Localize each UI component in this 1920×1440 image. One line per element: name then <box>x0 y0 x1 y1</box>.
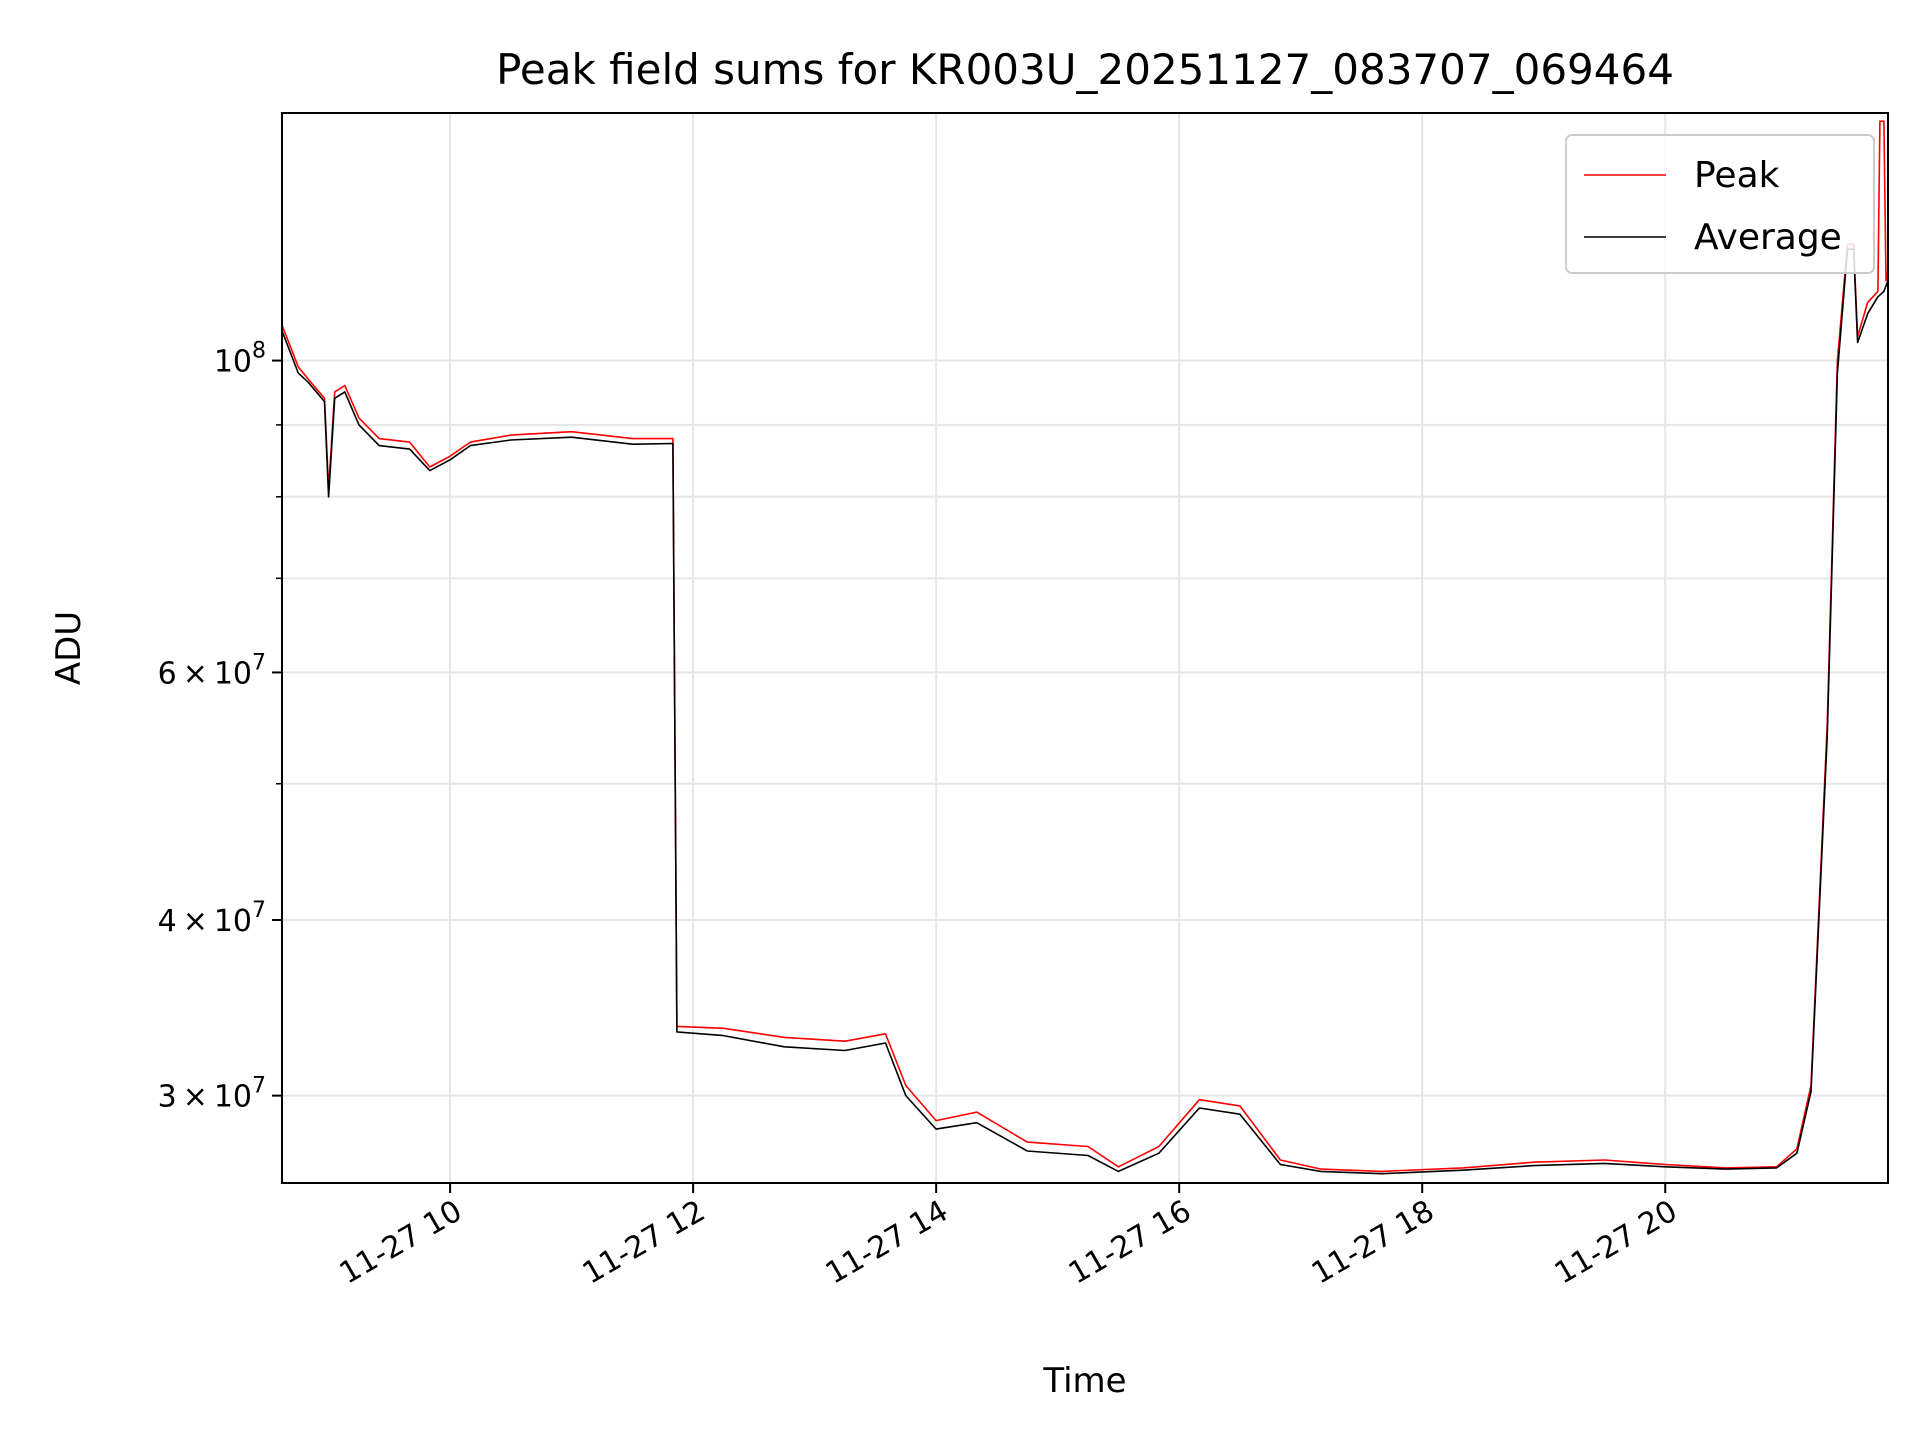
series-line-average <box>282 248 1888 1175</box>
plot-frame <box>281 112 1889 1184</box>
series-line-peak <box>282 120 1888 1173</box>
legend-label-peak: Peak <box>1694 155 1780 196</box>
chart-title: Peak field sums for KR003U_20251127_0837… <box>496 45 1674 94</box>
y-tick-label: 4 × 107 <box>158 898 266 939</box>
y-tick-label: 108 <box>214 339 266 380</box>
legend: Peak Average <box>1565 134 1875 274</box>
grid <box>282 113 1888 1183</box>
legend-label-average: Average <box>1694 217 1842 258</box>
y-axis-title: ADU <box>49 611 89 685</box>
series-lines <box>282 120 1888 1175</box>
x-axis-title: Time <box>1042 1361 1126 1401</box>
legend-box <box>1565 134 1875 274</box>
y-tick-label: 6 × 107 <box>158 650 266 691</box>
y-tick-label: 3 × 107 <box>158 1074 266 1115</box>
